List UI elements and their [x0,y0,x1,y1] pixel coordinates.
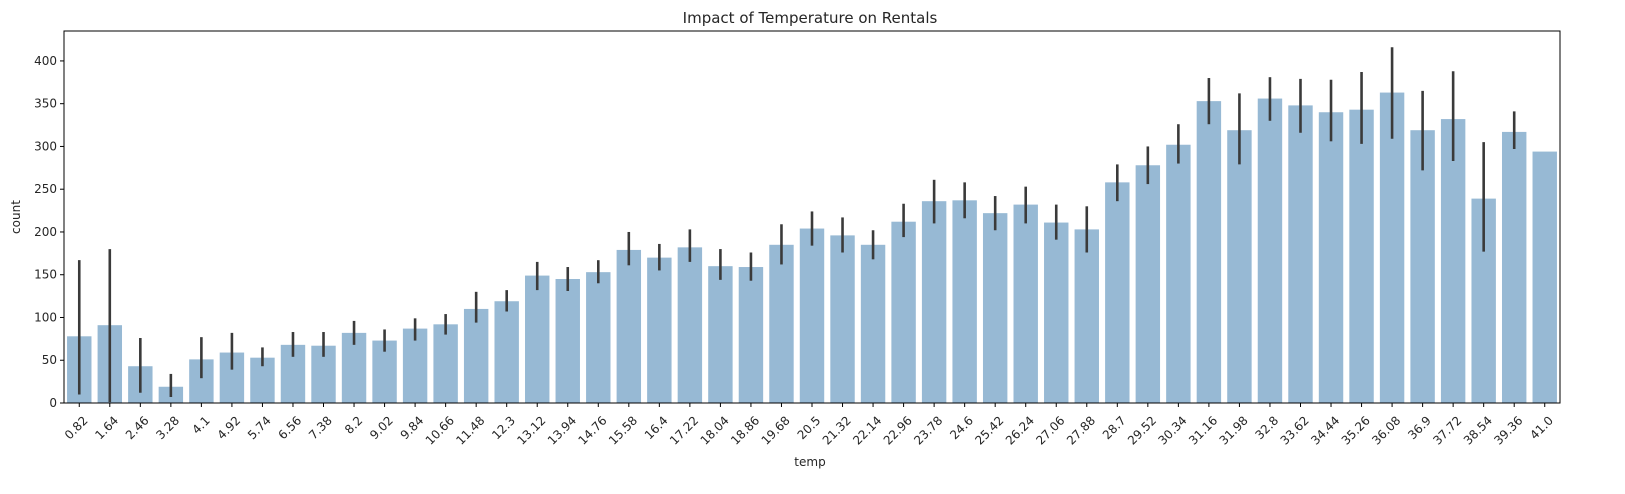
x-tick-label: 27.06 [1033,413,1067,447]
x-tick-label: 26.24 [1003,413,1037,447]
y-axis-label: count [9,200,23,234]
x-tick-label: 34.44 [1308,413,1342,447]
x-tick-label: 7.38 [306,413,335,442]
x-tick-label: 30.34 [1156,413,1190,447]
x-tick-label: 2.46 [123,413,152,442]
bar [799,228,825,403]
x-tick-label: 5.74 [245,413,274,442]
y-tick-label: 400 [34,54,57,68]
x-tick-label: 14.76 [575,413,609,447]
x-tick-label: 13.94 [545,413,579,447]
x-tick-label: 19.68 [759,413,793,447]
x-tick-label: 33.62 [1278,413,1312,447]
x-tick-label: 13.12 [514,413,548,447]
bar [1257,98,1283,403]
x-tick-label: 36.08 [1369,413,1403,447]
x-tick-label: 18.86 [728,413,762,447]
y-tick-label: 0 [49,396,57,410]
x-tick-label: 39.36 [1491,413,1525,447]
bar [402,328,428,403]
bar [1379,92,1405,403]
bar [982,213,1008,403]
bar [1227,130,1252,403]
x-tick-label: 41.0 [1527,413,1556,442]
x-tick-label: 21.32 [820,413,854,447]
x-tick-label: 17.22 [667,413,701,447]
plot-frame [63,30,1561,404]
bar [1349,109,1374,403]
chart-title: Impact of Temperature on Rentals [683,9,938,27]
x-tick-label: 22.14 [850,413,884,447]
x-tick-label: 37.72 [1430,413,1464,447]
bar [1074,229,1099,403]
x-tick-label: 31.98 [1217,413,1251,447]
bar [1135,165,1161,403]
y-tick-label: 250 [34,182,57,196]
x-tick-label: 9.02 [367,413,396,442]
x-tick-label: 31.16 [1186,413,1220,447]
bar [1044,222,1069,403]
x-tick-label: 29.52 [1125,413,1159,447]
bar [1105,182,1130,403]
y-axis: 0 50 100 150 200 250 300 350 400 [34,54,64,410]
x-tick-label: 23.78 [911,413,945,447]
x-tick-label: 1.64 [92,413,121,442]
x-tick-label: 10.66 [423,413,457,447]
x-tick-label: 15.58 [606,413,640,447]
x-tick-label: 22.96 [881,413,915,447]
bar [433,324,458,403]
y-tick-label: 50 [42,353,57,367]
x-tick-label: 6.56 [276,413,305,442]
bar [952,200,977,403]
bar [738,267,764,403]
y-tick-label: 150 [34,268,57,282]
bar [1166,144,1191,404]
bar [1532,151,1557,403]
y-tick-label: 300 [34,139,57,153]
x-tick-label: 35.26 [1339,413,1373,447]
bar [525,275,550,403]
x-tick-label: 4.1 [189,413,212,436]
bar [830,235,855,403]
bars-layer [67,92,1557,404]
x-tick-label: 27.88 [1064,413,1098,447]
bar [1410,130,1435,403]
bar [1318,112,1344,403]
bar [616,249,642,403]
bar [1013,204,1038,403]
x-tick-label: 8.2 [342,413,365,436]
bar [494,301,519,403]
x-tick-label: 38.54 [1461,413,1495,447]
x-tick-label: 3.28 [153,413,182,442]
bar [860,244,886,403]
x-tick-label: 4.92 [214,413,243,442]
bar [1501,131,1527,403]
bar [1288,105,1313,404]
x-tick-label: 11.48 [453,413,487,447]
x-tick-label: 0.82 [62,413,91,442]
bar [555,279,580,403]
bar [769,244,794,403]
bar [463,308,489,403]
y-tick-label: 200 [34,225,57,239]
y-tick-label: 350 [34,97,57,111]
x-tick-label: 18.04 [698,413,732,447]
bar [1196,101,1222,403]
bar [891,221,916,403]
errorbars-layer [77,47,1516,403]
bar [586,272,611,403]
bar [1440,119,1466,403]
x-tick-label: 25.42 [972,413,1006,447]
bar [647,257,672,403]
x-axis: 0.82 1.64 2.46 3.28 4.1 4.92 5.74 6.56 7.38 8.2 9.… [62,403,1556,448]
x-axis-label: temp [794,455,825,469]
bar [708,266,733,403]
bar [677,247,703,403]
bar [921,201,947,403]
y-tick-label: 100 [34,310,57,324]
